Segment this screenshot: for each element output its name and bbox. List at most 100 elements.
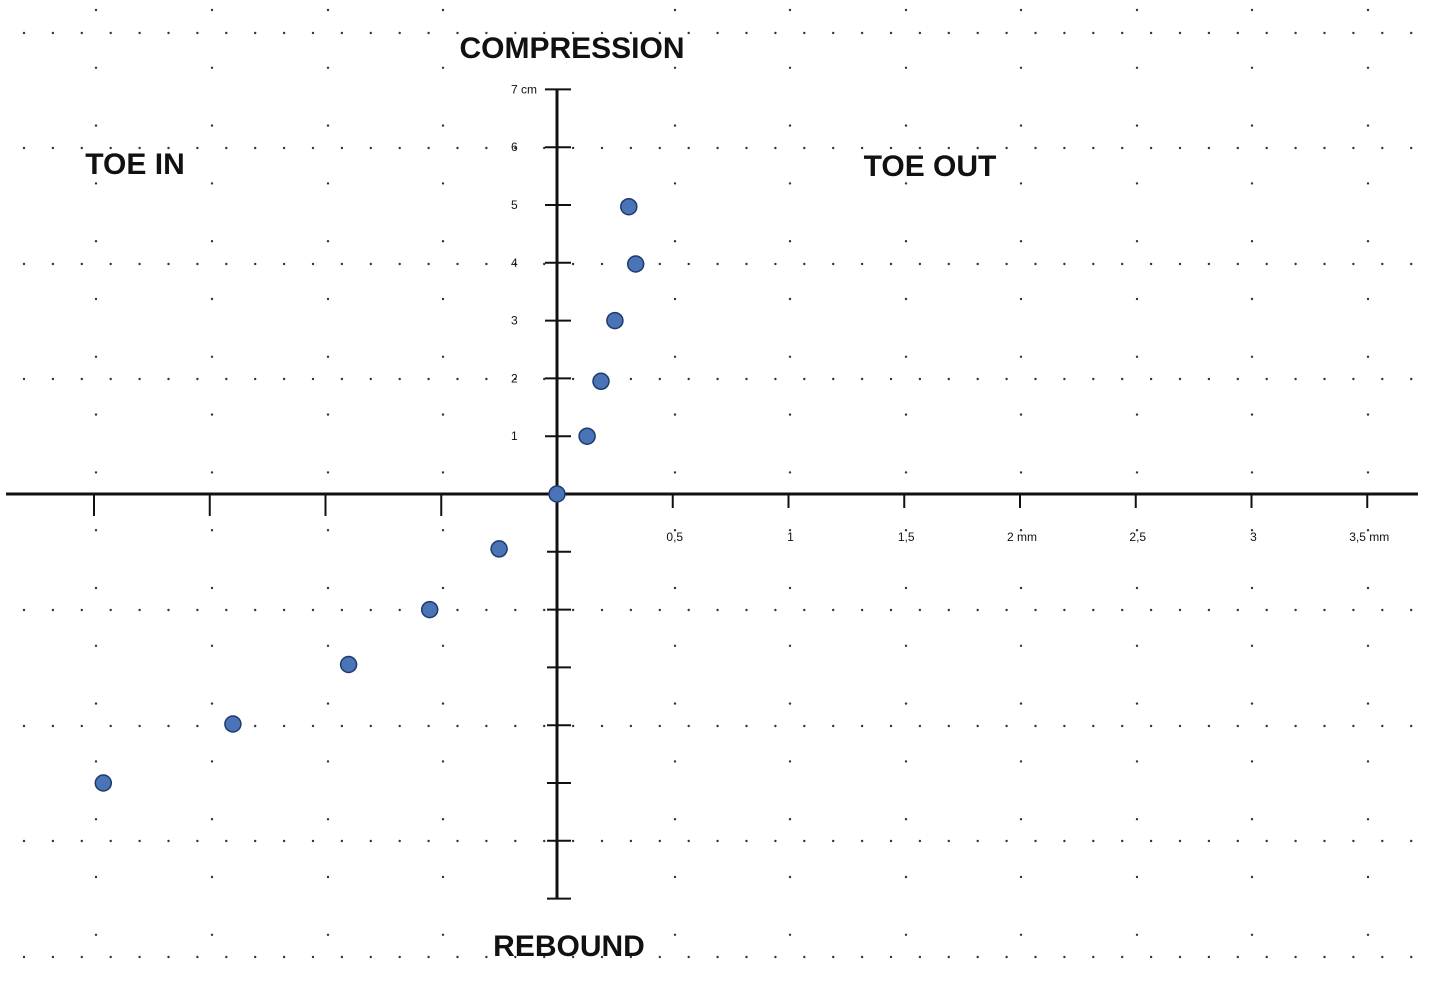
grid-dot (788, 702, 792, 705)
grid-dot (167, 724, 170, 728)
grid-dot (600, 724, 604, 728)
grid-dot (658, 839, 661, 843)
grid-dot (1019, 182, 1023, 185)
grid-dot (1135, 529, 1139, 532)
grid-dot (1149, 146, 1153, 150)
grid-dot (918, 377, 922, 381)
grid-dot (976, 839, 979, 843)
grid-dot (441, 529, 445, 532)
grid-dot (889, 146, 893, 150)
grid-dot (1092, 955, 1095, 959)
grid-dot (369, 608, 372, 612)
grid-dot (1063, 31, 1066, 35)
grid-dot (571, 377, 575, 381)
grid-dot (1250, 760, 1254, 763)
grid-dot (904, 644, 908, 647)
grid-dot (904, 760, 908, 763)
grid-dot (167, 839, 170, 843)
grid-dot (456, 724, 459, 728)
y-tick-label: 4 (511, 256, 518, 270)
grid-dot (687, 608, 690, 612)
grid-dot (1121, 724, 1124, 728)
grid-dot (94, 471, 98, 474)
grid-dot (80, 146, 84, 150)
grid-dot (22, 146, 26, 150)
grid-dot (1178, 839, 1182, 843)
grid-dot (1005, 724, 1008, 728)
grid-dot (398, 377, 401, 381)
grid-dot (254, 839, 257, 843)
grid-dot (543, 146, 546, 150)
grid-dot (311, 31, 315, 35)
grid-dot (138, 377, 141, 381)
grid-dot (889, 31, 893, 35)
grid-dot (1236, 955, 1240, 959)
grid-dot (109, 31, 112, 35)
axes (6, 89, 1418, 899)
grid-dot (1178, 146, 1182, 150)
data-point (592, 372, 610, 391)
grid-dot (441, 702, 445, 705)
grid-dot (1381, 262, 1384, 266)
grid-dot (673, 355, 677, 358)
grid-dot (1135, 413, 1139, 416)
grid-dot (210, 8, 214, 12)
grid-dot (629, 146, 633, 150)
grid-dot (803, 955, 806, 959)
grid-dot (803, 377, 806, 381)
y-tick-label: 3 (511, 314, 518, 328)
grid-dot (138, 262, 141, 266)
grid-dot (947, 839, 950, 843)
grid-dot (904, 529, 908, 532)
grid-dot (210, 240, 214, 243)
grid-dot (326, 933, 330, 936)
label-toe-in: TOE IN (85, 148, 184, 181)
grid-dot (22, 839, 26, 843)
grid-dot (1265, 955, 1268, 959)
data-point (548, 485, 566, 503)
grid-dot (947, 608, 950, 612)
grid-dot (456, 839, 459, 843)
label-toe-out: TOE OUT (864, 150, 997, 183)
y-tick-label: 2 (511, 371, 518, 385)
grid-dot (788, 586, 792, 590)
grid-dot (167, 955, 170, 959)
grid-dot (1019, 933, 1023, 936)
grid-dot (543, 31, 546, 35)
grid-dot (94, 182, 98, 185)
grid-dot (225, 262, 228, 266)
grid-dot (673, 124, 677, 127)
grid-dot (1294, 377, 1297, 381)
grid-dot (94, 66, 98, 70)
grid-dot (1034, 839, 1037, 843)
grid-dot (369, 955, 372, 959)
grid-dot (210, 933, 214, 936)
grid-dot (1034, 146, 1037, 150)
x-tick-label: 3,5 mm (1349, 530, 1389, 544)
grid-dot (326, 471, 330, 474)
data-point (339, 655, 358, 674)
grid-dot (398, 724, 401, 728)
grid-dot (571, 724, 575, 728)
grid-dot (1250, 644, 1254, 647)
grid-dot (398, 839, 401, 843)
grid-dot (860, 839, 864, 843)
grid-dot (441, 355, 445, 358)
axis-ticks: 0,5 1 1,5 2 mm 2,5 3 3,5 mm 1 2 3 4 5 6 7 cm (93, 82, 1389, 900)
grid-dot (311, 262, 315, 266)
grid-dot (326, 240, 330, 243)
grid-dot (1410, 262, 1413, 266)
grid-dot (1410, 955, 1413, 959)
grid-dot (225, 839, 228, 843)
grid-dot (398, 955, 401, 959)
grid-dot (369, 377, 372, 381)
grid-dot (282, 608, 286, 612)
grid-dot (904, 297, 908, 301)
grid-dot (1005, 31, 1008, 35)
grid-dot (1352, 377, 1355, 381)
grid-dot (1121, 377, 1124, 381)
grid-dot (918, 146, 922, 150)
grid-dot (1121, 31, 1124, 35)
grid-dot (600, 146, 604, 150)
grid-dot (427, 262, 430, 266)
